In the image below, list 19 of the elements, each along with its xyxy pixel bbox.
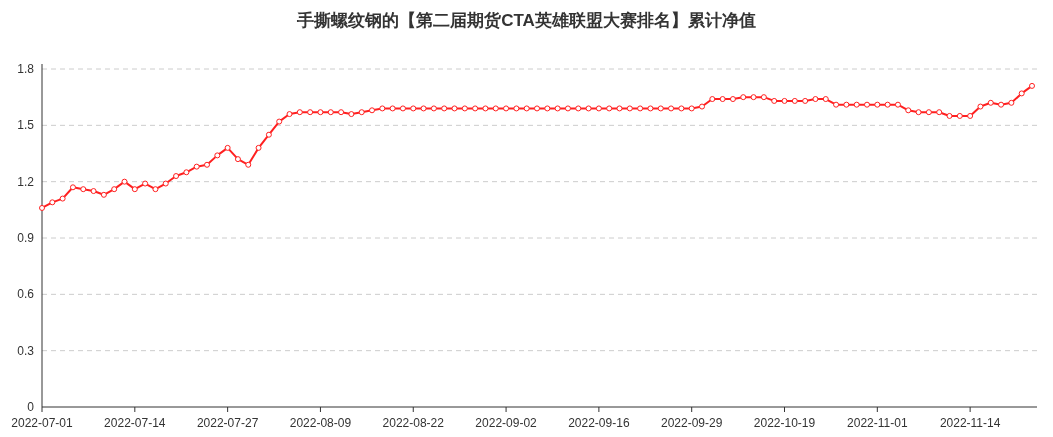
x-tick-label: 2022-08-22 [382, 416, 445, 430]
y-tick-label: 0 [27, 400, 35, 414]
y-tick-label: 0.9 [17, 231, 35, 245]
x-tick-label: 2022-09-02 [475, 416, 538, 430]
y-tick-label: 0.3 [17, 343, 35, 358]
chart-title: 手撕螺纹钢的【第二届期货CTA英雄联盟大赛排名】累计净值 [296, 11, 756, 30]
x-tick-label: 2022-09-29 [660, 416, 723, 430]
x-tick-label: 2022-11-14 [939, 416, 1001, 430]
x-tick-label: 2022-09-16 [568, 416, 630, 430]
x-tick-label: 2022-08-09 [289, 416, 352, 430]
x-tick-label: 2022-07-27 [196, 416, 259, 430]
x-tick-label: 2022-10-19 [753, 416, 816, 430]
x-tick-label: 2022-07-01 [11, 416, 74, 430]
x-tick-label: 2022-11-01 [847, 416, 908, 430]
y-tick-label: 0.6 [17, 287, 35, 302]
y-tick-label: 1.2 [17, 174, 35, 189]
y-tick-label: 1.8 [17, 62, 35, 76]
y-tick-label: 1.5 [17, 118, 35, 133]
x-tick-label: 2022-07-14 [104, 416, 166, 430]
